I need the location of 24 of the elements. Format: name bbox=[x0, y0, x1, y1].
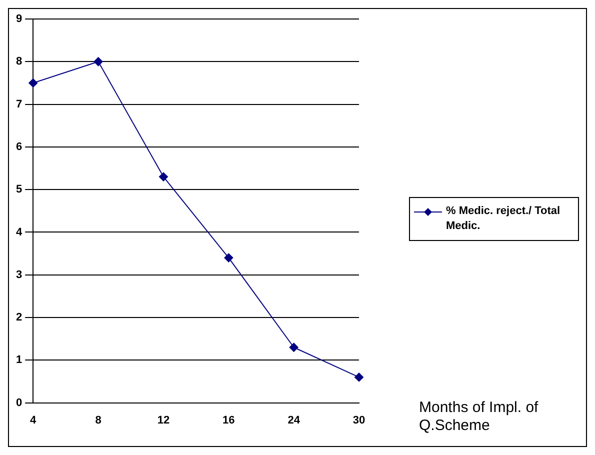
y-tick-label: 6 bbox=[16, 140, 22, 153]
x-tick-label: 16 bbox=[222, 414, 235, 426]
point bbox=[158, 172, 168, 182]
y-tick-label: 1 bbox=[16, 354, 22, 366]
y-tick-label: 0 bbox=[16, 396, 22, 409]
point bbox=[224, 253, 234, 262]
point bbox=[94, 57, 103, 66]
point bbox=[354, 372, 364, 382]
y-tick-label: 3 bbox=[16, 268, 22, 281]
x-tick-label: 4 bbox=[30, 414, 38, 426]
point bbox=[289, 342, 298, 352]
x-tick-label: 24 bbox=[288, 414, 301, 426]
y-tick-label: 4 bbox=[16, 226, 23, 238]
x-tick-label: 12 bbox=[157, 414, 170, 426]
x-tick-label: 8 bbox=[95, 414, 102, 426]
x-axis-title: Months of Impl. of Q.Scheme bbox=[419, 399, 540, 435]
y-tick-label: 5 bbox=[16, 184, 22, 196]
point bbox=[28, 78, 38, 88]
x-tick-label: 30 bbox=[352, 414, 366, 426]
y-tick-label: 9 bbox=[16, 13, 22, 26]
legend-label: % Medic. reject./ Total Medic. bbox=[446, 204, 562, 234]
y-tick-label: 2 bbox=[16, 312, 22, 324]
y-tick-label: 8 bbox=[16, 56, 22, 68]
y-tick-label: 7 bbox=[16, 98, 22, 110]
